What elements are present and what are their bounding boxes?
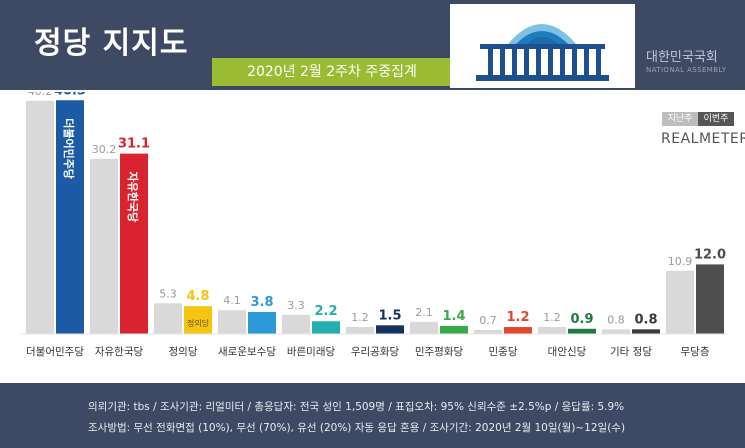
category-label-alternative-new: 대안신당 [548,346,587,358]
assembly-name-en: NATIONAL ASSEMBLY [646,66,727,74]
value-label-current-new-conservative: 3.8 [250,295,273,310]
survey-info-line1: 의뢰기관: tbs / 조사기관: 리얼미터 / 총응답자: 전국 성인 1,5… [88,401,625,413]
value-label-previous-bareun-future: 3.3 [287,299,305,312]
value-label-previous-alternative-new: 1.2 [543,311,561,324]
category-label-minjung: 민중당 [489,346,518,358]
category-label-independent: 무당층 [681,346,710,358]
bar-text-justice: 정의당 [187,318,210,328]
bar-current-minjung [504,327,532,334]
bar-previous-independent [666,270,694,334]
bar-previous-other [602,329,630,334]
bar-previous-justice [154,303,182,334]
bar-current-independent [696,264,724,334]
assembly-label: 대한민국국회 NATIONAL ASSEMBLY [640,0,745,90]
bar-current-liberty-korea [120,153,148,334]
realmeter-brand: REALMETER [661,131,745,147]
value-label-current-other: 0.8 [634,312,657,327]
value-label-current-minjung: 1.2 [506,310,529,325]
category-label-bareun-future: 바른미래당 [287,346,336,358]
bar-current-our-republican [376,325,404,334]
survey-period-badge: 2020년 2월 2주차 주중집계 [212,58,452,86]
value-label-previous-minju-peace: 2.1 [415,306,433,319]
header-banner: 정당 지지도 2020년 2월 2주차 주중집계 대 [0,0,745,90]
value-label-previous-new-conservative: 4.1 [223,294,241,307]
page-title: 정당 지지도 [34,26,189,61]
bar-previous-minjung [474,329,502,334]
value-label-previous-liberty-korea: 30.2 [92,143,117,156]
bar-current-justice [184,306,212,334]
category-label-new-conservative: 새로운보수당 [218,346,276,358]
value-label-current-alternative-new: 0.9 [570,312,593,327]
value-label-current-liberty-korea: 31.1 [118,137,150,152]
value-label-current-independent: 12.0 [694,247,726,262]
category-label-justice: 정의당 [169,346,198,358]
category-label-other: 기타 정당 [610,346,652,358]
value-label-current-democratic: 40.3 [54,92,86,98]
assembly-name-ko: 대한민국국회 [646,50,718,65]
footer-banner: 의뢰기관: tbs / 조사기관: 리얼미터 / 총응답자: 전국 성인 1,5… [0,383,745,448]
bar-previous-liberty-korea [90,158,118,334]
bar-current-alternative-new [568,328,596,334]
value-label-previous-other: 0.8 [607,313,625,326]
category-label-liberty-korea: 자유한국당 [95,346,144,358]
value-label-current-justice: 4.8 [186,289,209,304]
value-label-previous-minjung: 0.7 [479,314,497,327]
value-label-previous-democratic: 40.2 [28,92,53,98]
bar-previous-alternative-new [538,327,566,334]
value-label-previous-independent: 10.9 [668,255,693,268]
value-label-previous-justice: 5.3 [159,287,177,300]
category-label-democratic: 더불어민주당 [26,346,84,358]
bar-previous-democratic [26,100,54,334]
category-label-our-republican: 우리공화당 [351,346,400,358]
legend-current-week: 이번주 [698,112,734,126]
value-label-current-our-republican: 1.5 [378,308,401,323]
legend-previous-week: 지난주 [662,112,698,126]
bar-current-new-conservative [248,311,276,334]
bar-text-democratic: 더불어민주당 [62,118,76,179]
bar-text-liberty-korea: 자유한국당 [126,172,140,223]
bar-current-bareun-future [312,321,340,334]
bar-previous-bareun-future [282,314,310,334]
value-label-current-bareun-future: 2.2 [314,304,337,319]
assembly-logo-box [450,4,635,88]
value-label-current-minju-peace: 1.4 [442,309,465,324]
bar-current-minju-peace [440,325,468,334]
survey-info-line2: 조사방법: 무선 전화면접 (10%), 무선 (70%), 유선 (20%) … [88,422,626,434]
bar-previous-our-republican [346,327,374,334]
assembly-building-icon [476,24,609,81]
value-label-previous-our-republican: 1.2 [351,311,369,324]
bar-current-democratic [56,100,84,334]
bar-current-other [632,329,660,334]
party-support-bar-chart: 40.240.3 더불어민주당 30.231.1 자유한국당 5.3 4.8 정의당 4.1 3… [20,92,728,358]
category-label-minju-peace: 민주평화당 [415,346,464,358]
bar-previous-new-conservative [218,310,246,334]
bar-previous-minju-peace [410,321,438,334]
